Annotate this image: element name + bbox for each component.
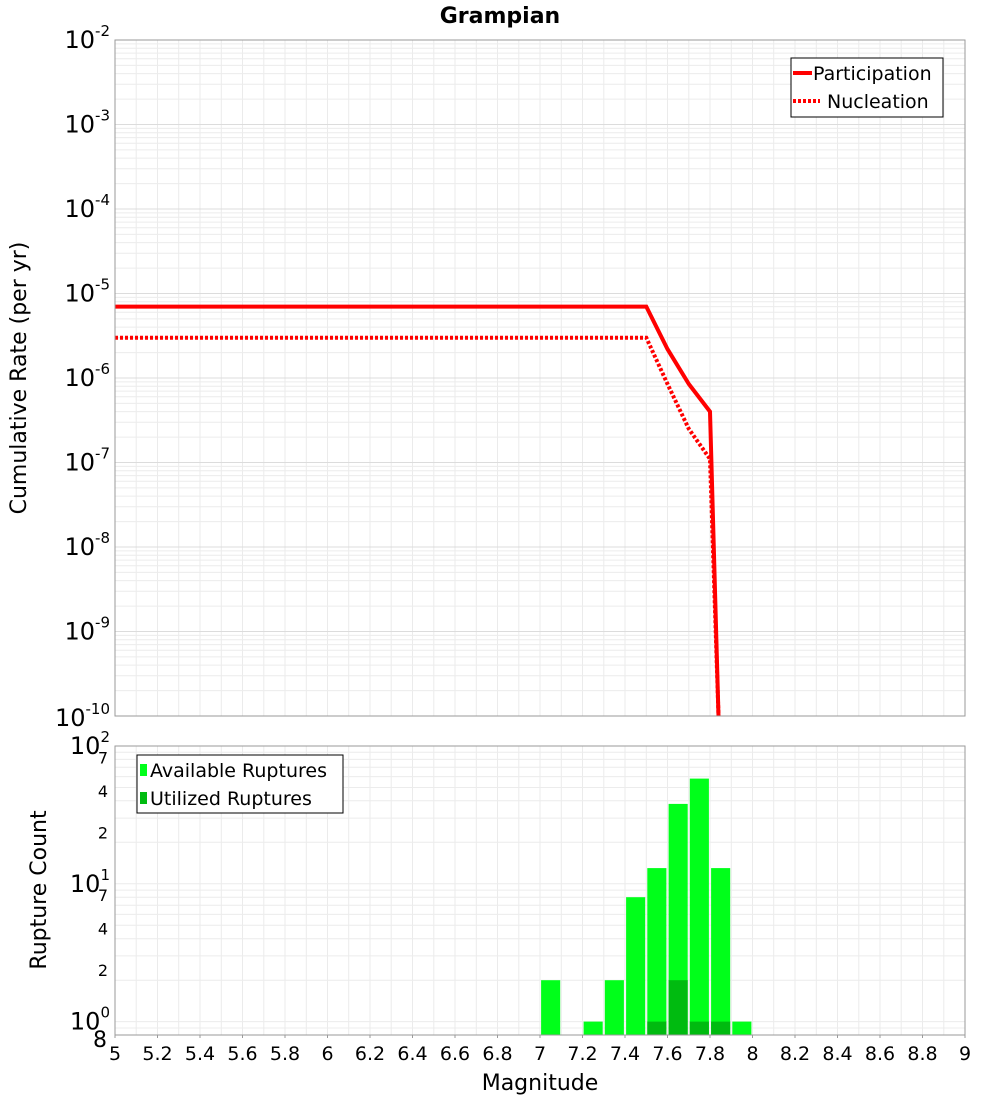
utilized-legend-swatch <box>140 792 147 804</box>
available-rupture-bar <box>668 803 688 1035</box>
rate-y-tick-label: 10-5 <box>64 276 110 308</box>
rate-y-axis-label: Cumulative Rate (per yr) <box>7 242 32 515</box>
x-tick-label: 8.4 <box>822 1043 852 1065</box>
participation-line <box>115 304 721 717</box>
x-tick-label: 5.8 <box>270 1043 300 1065</box>
count-y-tick-label: 2 <box>98 961 108 980</box>
x-axis-label: Magnitude <box>482 1071 599 1096</box>
x-tick-label: 8.2 <box>780 1043 810 1065</box>
nucleation-legend-label: Nucleation <box>827 91 929 113</box>
available-rupture-bar <box>647 868 667 1035</box>
available-legend-label: Available Ruptures <box>150 760 327 782</box>
rate-plot-grid <box>114 40 966 717</box>
x-tick-label: 6.2 <box>355 1043 385 1065</box>
available-rupture-bar <box>583 1021 603 1035</box>
x-tick-label: 5 <box>109 1043 121 1065</box>
chart-title: Grampian <box>440 4 560 29</box>
available-rupture-bar <box>541 980 561 1035</box>
x-tick-label: 8 <box>746 1043 758 1065</box>
x-tick-label: 6 <box>321 1043 333 1065</box>
count-y-tick-label: 8 <box>93 1028 107 1053</box>
count-y-tick-label: 101 <box>70 866 110 898</box>
count-y-axis-label: Rupture Count <box>27 810 52 970</box>
rate-y-tick-label: 10-2 <box>64 22 110 54</box>
x-tick-label: 5.2 <box>142 1043 172 1065</box>
utilized-legend-label: Utilized Ruptures <box>150 788 312 810</box>
utilized-rupture-bar <box>689 1021 709 1035</box>
available-rupture-bar <box>732 1021 752 1035</box>
available-rupture-bar <box>604 980 624 1035</box>
rate-y-tick-label: 10-4 <box>64 191 110 223</box>
x-tick-label: 5.6 <box>227 1043 257 1065</box>
rate-y-tick-label: 10-7 <box>64 445 110 477</box>
available-rupture-bar <box>711 868 731 1035</box>
utilized-rupture-bar <box>668 980 688 1035</box>
x-tick-label: 7.8 <box>695 1043 725 1065</box>
rate-y-tick-label: 10-9 <box>64 614 110 646</box>
count-legend: Available Ruptures Utilized Ruptures <box>136 754 344 814</box>
utilized-rupture-bar <box>647 1021 667 1035</box>
x-tick-label: 7.6 <box>652 1043 682 1065</box>
x-tick-label: 7.2 <box>567 1043 597 1065</box>
count-y-tick-label: 4 <box>98 782 108 801</box>
count-y-tick-label: 4 <box>98 920 108 939</box>
x-tick-label: 6.6 <box>440 1043 470 1065</box>
available-rupture-bar <box>626 897 646 1035</box>
count-y-tick-label: 7 <box>98 748 108 767</box>
available-legend-swatch <box>140 764 147 776</box>
count-y-tick-label: 2 <box>98 823 108 842</box>
rupture-count-bars <box>541 778 752 1035</box>
count-y-tick-label: 7 <box>98 886 108 905</box>
x-tick-label: 5.4 <box>185 1043 215 1065</box>
x-tick-label: 6.8 <box>482 1043 512 1065</box>
x-tick-label: 7 <box>534 1043 546 1065</box>
rate-legend: Participation Nucleation <box>790 57 944 118</box>
rate-y-tick-label: 10-6 <box>64 360 110 392</box>
rate-plot-frame <box>114 39 966 717</box>
rate-lines <box>115 304 721 717</box>
participation-legend-label: Participation <box>813 63 932 85</box>
count-y-tick-label: 102 <box>70 728 110 760</box>
rate-y-tick-label: 10-3 <box>64 107 110 139</box>
rate-y-tick-label: 10-8 <box>64 529 110 561</box>
x-tick-label: 7.4 <box>610 1043 640 1065</box>
rate-y-tick-label: 10-10 <box>55 700 110 732</box>
available-rupture-bar <box>689 778 709 1035</box>
x-tick-label: 8.6 <box>865 1043 895 1065</box>
nucleation-line <box>115 335 721 717</box>
count-y-tick-label: 100 <box>70 1004 110 1036</box>
utilized-rupture-bar <box>711 1021 731 1035</box>
magnitude-x-ticks: 5 5.2 5.4 5.6 5.8 6 6.2 6.4 6.6 6.8 7 7.2 7.4 7.6 7.8 8… <box>109 1035 971 1065</box>
x-tick-label: 9 <box>959 1043 971 1065</box>
x-tick-label: 8.8 <box>907 1043 937 1065</box>
x-tick-label: 6.4 <box>397 1043 427 1065</box>
rate-y-ticks: 10-2 10-3 10-4 10-5 10-6 10-7 10-8 10-9 10-10 <box>55 22 110 732</box>
